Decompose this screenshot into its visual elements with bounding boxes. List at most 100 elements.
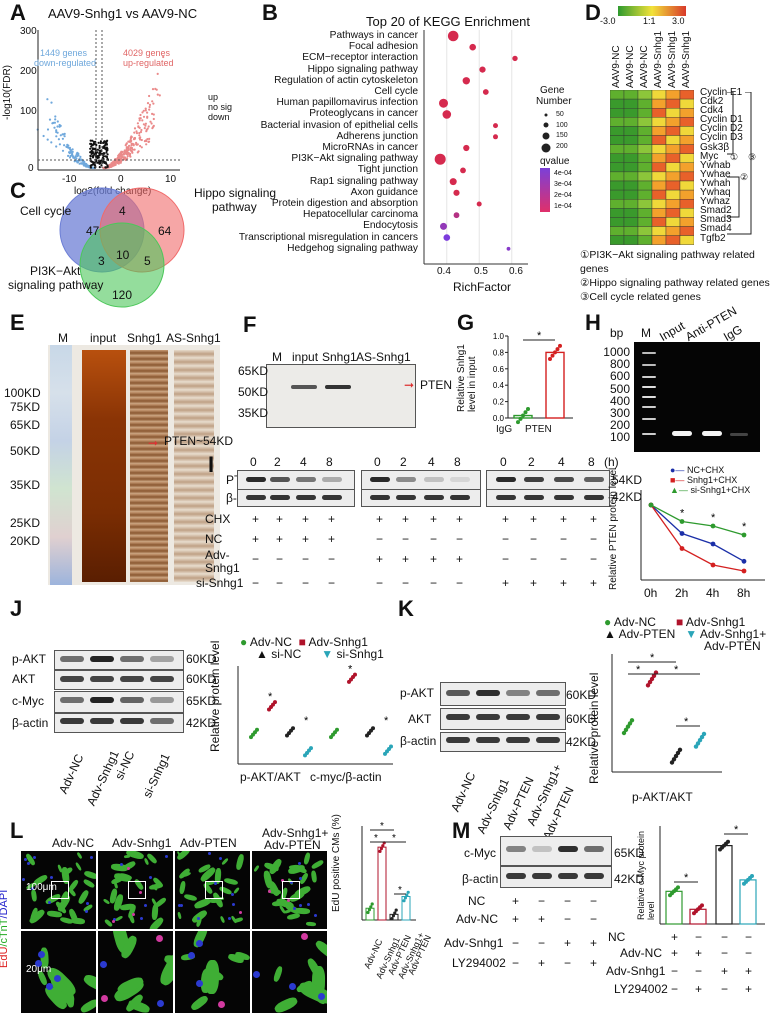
volcano-point-nosig <box>89 155 92 158</box>
bp-200: 200 <box>609 418 630 433</box>
volcano-point <box>150 122 153 125</box>
volcano-point <box>53 121 57 124</box>
gel-e-marker: 50KD <box>10 444 41 458</box>
m-chart-cond: Adv-NC <box>620 946 663 960</box>
kegg-pathway-label: PI3K−Akt signaling pathway <box>291 153 418 165</box>
g-ytick-label: 0.8 <box>493 348 505 357</box>
heatmap-cell <box>637 217 653 227</box>
nucleus-signal <box>196 940 203 947</box>
heatmap-cell <box>651 171 667 182</box>
volcano-point <box>56 125 59 128</box>
venn-label-c: PI3K−Akt <box>30 264 81 278</box>
volcano-point-nosig <box>103 140 106 143</box>
scale-min: -3.0 <box>600 16 616 26</box>
heatmap-cell <box>651 135 667 145</box>
l-side-label: EdU/cTnT/DAPI <box>0 848 10 968</box>
m-chart-cond-value: − <box>721 946 729 960</box>
heatmap-column-label: AAV9-Snhg1 <box>681 30 692 88</box>
volcano-point <box>139 144 142 148</box>
kegg-dot <box>482 89 489 95</box>
m-kd: 65KD <box>614 846 645 860</box>
kegg-pathway-label: Human papillomavirus infection <box>276 97 418 109</box>
size-50: 50 <box>556 111 564 118</box>
volcano-point <box>139 117 142 120</box>
ctnt-signal <box>81 972 96 995</box>
ctnt-signal <box>114 915 124 922</box>
chx-timepoint: 0 <box>500 455 507 469</box>
j-kd: 42KD <box>186 716 217 730</box>
heatmap-cell <box>610 108 625 118</box>
ctnt-signal <box>204 959 220 995</box>
volcano-point <box>139 113 142 117</box>
ctnt-signal <box>286 912 301 921</box>
volcano-point-nosig <box>89 166 92 169</box>
nucleus-signal <box>156 935 163 942</box>
volcano-point <box>61 137 64 140</box>
gel-e-lane: M <box>58 331 68 345</box>
i-kd: 54KD <box>612 473 643 487</box>
m-actin-band <box>506 873 526 879</box>
j-row: p-AKT <box>12 652 47 666</box>
nucleus-signal <box>287 899 290 902</box>
i-cond-value: + <box>302 532 310 546</box>
volcano-legend: up no sig down <box>208 92 232 122</box>
l-point <box>369 905 373 909</box>
m-bar <box>689 908 707 925</box>
volcano-point <box>138 126 141 129</box>
q-2e: 2e-04 <box>554 192 572 199</box>
i-star: * <box>711 512 716 524</box>
heatmap-gene-label: Tgfb2 <box>700 232 726 244</box>
heatmap-cell <box>665 217 681 227</box>
heatmap-cell <box>623 108 639 118</box>
j-band <box>90 656 114 662</box>
i-star: * <box>680 508 685 520</box>
nucleus-signal <box>298 862 301 865</box>
heatmap-cell <box>623 144 639 154</box>
nucleus-signal <box>85 910 88 913</box>
i-cond-value: − <box>276 552 284 566</box>
kegg-pathway-label: Transcriptional misregulation in cancers <box>238 231 418 243</box>
panel-k-letter: K <box>398 596 414 621</box>
venn-label-b: Hippo signaling <box>194 186 277 200</box>
nucleus-signal <box>127 867 130 870</box>
k-point <box>701 731 707 737</box>
nucleus-signal <box>54 975 61 982</box>
j-star: * <box>384 715 389 727</box>
j-band <box>120 676 144 682</box>
i-cond-value: + <box>302 512 310 526</box>
bracket-cellcycle: ③ <box>748 152 757 162</box>
chx-timepoint: 8 <box>326 455 333 469</box>
volcano-point <box>138 134 141 137</box>
nucleus-signal <box>90 856 93 859</box>
volcano-point <box>140 138 143 142</box>
heatmap-gene-label: Smad2 <box>700 205 732 217</box>
venn-count: 5 <box>144 254 151 268</box>
i-series-point <box>710 562 716 568</box>
volcano-point-nosig <box>99 141 102 145</box>
i-cond-value: + <box>252 512 260 526</box>
heatmap-cell <box>665 180 681 191</box>
heatmap-gene-label: Ywhah <box>700 177 731 189</box>
volcano-plot <box>36 30 180 171</box>
heatmap-gene-label: Ywhaq <box>700 187 731 199</box>
i-cond-value: − <box>560 532 568 546</box>
volcano-point-nosig <box>106 139 109 142</box>
volcano-point <box>130 146 134 150</box>
k-band <box>506 690 530 696</box>
j-band <box>90 697 114 703</box>
kegg-dot <box>462 77 470 85</box>
volcano-point <box>131 151 134 154</box>
m-cond: NC <box>468 894 486 908</box>
gel-e-lane: AS-Snhg1 <box>166 331 221 345</box>
ctnt-signal <box>303 852 311 865</box>
volcano-point <box>112 161 115 164</box>
i-pten-band <box>396 477 416 482</box>
volcano-point <box>51 122 54 125</box>
m-cond-value: − <box>590 894 598 908</box>
nucleus-signal <box>48 901 51 904</box>
q-4e: 4e-04 <box>554 170 572 177</box>
i-cond-value: − <box>402 532 410 546</box>
gel-f-lane: AS-Snhg1 <box>356 350 411 364</box>
j-band <box>150 697 174 703</box>
down-count: 1449 genes <box>40 48 88 58</box>
